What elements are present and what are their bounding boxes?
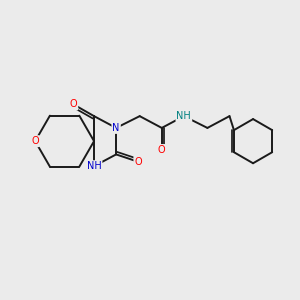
Text: NH: NH [87,161,101,171]
Text: O: O [70,99,77,110]
Text: O: O [32,136,39,146]
Text: O: O [158,145,166,155]
Text: N: N [112,123,120,133]
Text: O: O [134,157,142,167]
Text: NH: NH [176,111,191,121]
